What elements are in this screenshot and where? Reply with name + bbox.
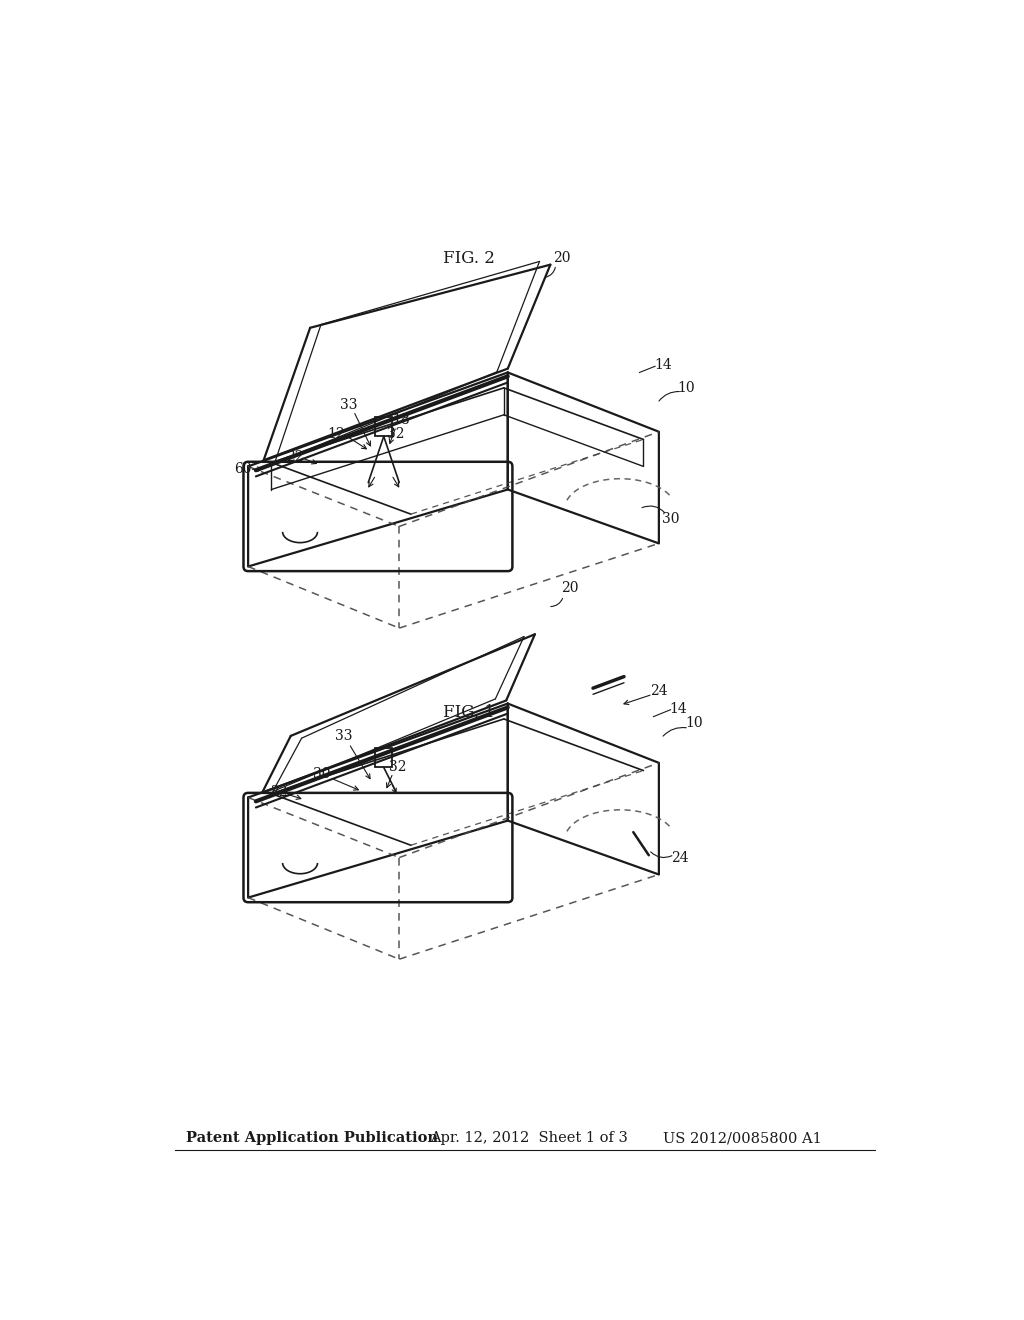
Text: 10: 10 (685, 715, 702, 730)
Text: 20: 20 (561, 581, 579, 595)
Text: FIG. 2: FIG. 2 (443, 249, 496, 267)
Text: US 2012/0085800 A1: US 2012/0085800 A1 (663, 1131, 821, 1146)
Text: 14: 14 (654, 358, 672, 372)
Text: 10: 10 (677, 381, 695, 395)
Text: 12: 12 (327, 428, 344, 441)
Text: 22: 22 (270, 785, 288, 799)
Text: 60: 60 (233, 462, 252, 475)
Text: Patent Application Publication: Patent Application Publication (186, 1131, 438, 1146)
Text: FIG. 1: FIG. 1 (443, 704, 496, 721)
Text: 24: 24 (671, 850, 688, 865)
Text: 32: 32 (387, 428, 404, 441)
Text: 14: 14 (670, 702, 687, 715)
Text: 24: 24 (650, 684, 668, 698)
Text: Apr. 12, 2012  Sheet 1 of 3: Apr. 12, 2012 Sheet 1 of 3 (430, 1131, 628, 1146)
Text: 20: 20 (553, 252, 570, 265)
Text: 22: 22 (286, 450, 303, 465)
Text: 30: 30 (313, 767, 331, 781)
Text: 30: 30 (662, 512, 679, 525)
Text: 33: 33 (340, 397, 357, 412)
Text: 18: 18 (392, 413, 410, 428)
Text: 32: 32 (389, 760, 407, 774)
Text: 33: 33 (335, 729, 352, 743)
